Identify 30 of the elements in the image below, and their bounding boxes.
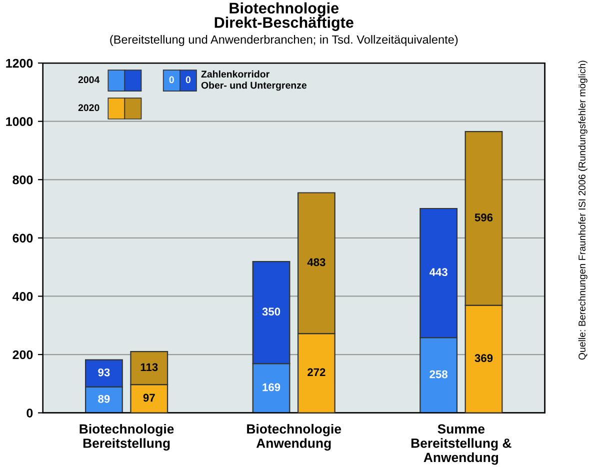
data-label: 350: [262, 308, 280, 316]
x-tick-label: Biotechnologie Anwendung: [247, 424, 342, 451]
annotation: Zahlenkorridor Ober- und Untergrenze: [201, 70, 307, 91]
data-label: 272: [308, 368, 326, 376]
y-tick-label: 400: [12, 292, 33, 301]
x-tick-label: Biotechnologie Bereitstellung: [80, 424, 174, 451]
y-tick-label: 1000: [6, 117, 33, 126]
data-label: 93: [98, 368, 110, 376]
annotation: 0: [186, 76, 190, 84]
y-tick-label: 1200: [6, 58, 33, 68]
legend-label: 2020: [78, 104, 100, 112]
chart-title: Biotechnologie Direkt-Beschäftigte: [214, 2, 354, 31]
data-label: 596: [474, 214, 493, 222]
data-label: 97: [143, 394, 155, 402]
x-tick-label: Summe Bereitstellung & Anwendung: [411, 424, 512, 465]
data-label: 369: [474, 354, 493, 362]
data-label: 89: [98, 394, 110, 403]
y-tick-label: 800: [12, 175, 33, 184]
legend-label: 2004: [78, 76, 100, 84]
chart-subtitle: (Bereitstellung und Anwenderbranchen; in Tsd. Vollzeitäquivalente): [110, 35, 458, 46]
y-tick-label: 0: [26, 408, 33, 418]
data-label: 443: [429, 268, 448, 276]
data-label: 113: [140, 363, 158, 372]
data-label: 258: [430, 370, 448, 378]
annotation: 0: [169, 76, 174, 84]
data-label: 483: [307, 258, 326, 266]
data-label: 169: [262, 383, 280, 392]
y-tick-label: 200: [12, 350, 33, 360]
source-note: Quelle: Berechnungen Fraunhofer ISI 2006 (Rundungsfehler möglich): [578, 60, 588, 360]
y-tick-label: 600: [12, 234, 33, 243]
